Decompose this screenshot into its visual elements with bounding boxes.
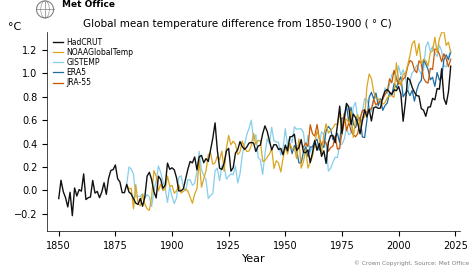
HadCRUT xyxy=(74,194,80,198)
JRA-55 xyxy=(369,107,374,110)
Text: © Crown Copyright. Source: Met Office: © Crown Copyright. Source: Met Office xyxy=(354,261,469,266)
ERA5 xyxy=(339,116,345,120)
GISTEMP xyxy=(357,118,363,121)
X-axis label: Year: Year xyxy=(242,254,265,264)
HadCRUT xyxy=(269,148,274,151)
HadCRUT xyxy=(70,214,75,217)
ERA5 xyxy=(321,146,327,149)
NOAAGlobalTemp xyxy=(387,94,392,98)
HadCRUT xyxy=(60,190,66,193)
ERA5 xyxy=(319,142,324,145)
GISTEMP xyxy=(448,48,454,51)
HadCRUT xyxy=(348,123,354,126)
NOAAGlobalTemp xyxy=(391,96,397,99)
Line: ERA5: ERA5 xyxy=(285,52,451,163)
GISTEMP xyxy=(391,70,397,73)
Text: Met Office: Met Office xyxy=(62,0,115,9)
HadCRUT xyxy=(56,197,62,200)
NOAAGlobalTemp xyxy=(173,189,179,192)
NOAAGlobalTemp xyxy=(149,195,155,199)
Line: GISTEMP: GISTEMP xyxy=(127,42,451,207)
ERA5 xyxy=(448,51,454,54)
GISTEMP xyxy=(387,83,392,86)
NOAAGlobalTemp xyxy=(226,134,231,137)
GISTEMP xyxy=(226,175,231,178)
JRA-55 xyxy=(301,146,306,149)
Y-axis label: °C: °C xyxy=(8,22,21,32)
JRA-55 xyxy=(348,129,354,133)
GISTEMP xyxy=(146,195,152,199)
HadCRUT xyxy=(448,65,454,68)
JRA-55 xyxy=(366,108,372,112)
GISTEMP xyxy=(173,196,179,200)
GISTEMP xyxy=(425,40,431,44)
NOAAGlobalTemp xyxy=(124,183,129,186)
JRA-55 xyxy=(448,58,454,61)
JRA-55 xyxy=(419,62,424,65)
JRA-55 xyxy=(339,130,345,133)
Line: HadCRUT: HadCRUT xyxy=(59,66,451,216)
GISTEMP xyxy=(124,183,129,186)
ERA5 xyxy=(283,146,288,150)
NOAAGlobalTemp xyxy=(441,30,447,33)
JRA-55 xyxy=(326,150,331,153)
Legend: HadCRUT, NOAAGlobalTemp, GISTEMP, ERA5, JRA-55: HadCRUT, NOAAGlobalTemp, GISTEMP, ERA5, … xyxy=(50,35,137,90)
ERA5 xyxy=(298,161,304,165)
NOAAGlobalTemp xyxy=(448,51,454,54)
Line: NOAAGlobalTemp: NOAAGlobalTemp xyxy=(127,31,451,210)
JRA-55 xyxy=(432,47,438,51)
Line: JRA-55: JRA-55 xyxy=(303,49,451,151)
JRA-55 xyxy=(312,134,318,138)
HadCRUT xyxy=(317,142,322,145)
NOAAGlobalTemp xyxy=(357,125,363,128)
Text: Global mean temperature difference from 1850-1900 ( ° C): Global mean temperature difference from … xyxy=(82,19,392,29)
GISTEMP xyxy=(149,205,155,208)
ERA5 xyxy=(434,71,440,74)
HadCRUT xyxy=(99,190,105,194)
ERA5 xyxy=(375,104,381,107)
ERA5 xyxy=(378,97,383,101)
NOAAGlobalTemp xyxy=(146,209,152,212)
